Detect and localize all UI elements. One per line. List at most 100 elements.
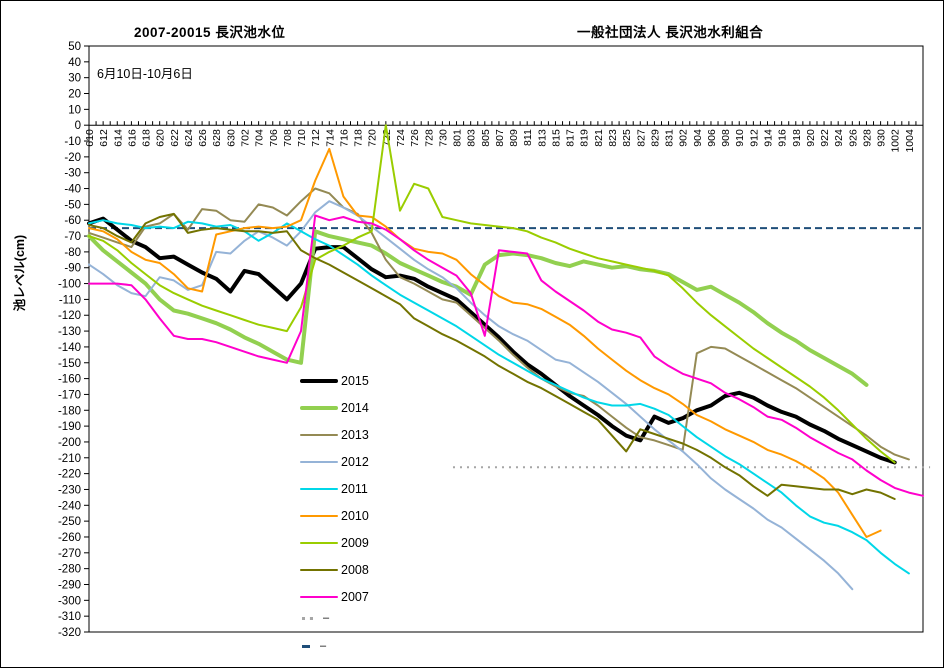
y-tick-label: -40 — [64, 184, 81, 196]
legend-label-2010: 2010 — [341, 508, 369, 523]
legend-swatch-2010 — [300, 514, 338, 517]
x-tick-label: 811 — [522, 129, 534, 146]
legend-item-2012: 2012 — [300, 448, 369, 475]
legend-label-2009: 2009 — [341, 535, 369, 550]
x-tick-label: 624 — [183, 129, 195, 147]
y-tick-label: 40 — [68, 57, 81, 69]
x-tick-label: 803 — [466, 129, 478, 147]
series-2013-line — [88, 187, 910, 461]
date-range-annotation: 6月10日-10月6日 — [97, 67, 193, 81]
y-tick-label: -190 — [58, 421, 81, 433]
x-tick-label: 930 — [876, 129, 888, 147]
legend-label-2008: 2008 — [341, 562, 369, 577]
x-tick-label: 920 — [805, 129, 817, 147]
x-tick-label: 902 — [678, 129, 690, 147]
y-tick-label: 0 — [75, 120, 81, 132]
series-2015-line — [87, 216, 897, 465]
y-tick-label: -310 — [58, 611, 81, 623]
legend-swatch-2011 — [300, 487, 338, 490]
y-tick-label: -220 — [58, 469, 81, 481]
series-2012-line — [88, 200, 854, 591]
x-tick-label: 610 — [84, 129, 96, 147]
legend-item-2011: 2011 — [300, 475, 369, 502]
legend-item-2013: 2013 — [300, 421, 369, 448]
series-2008-line — [88, 212, 896, 500]
legend: 2015 2014 2013 2012 2011 2010 2009 2008 2007 — [300, 367, 369, 610]
legend-item-2008: 2008 — [300, 556, 369, 583]
organization-title: 一般社団法人 長沢池水利組合 — [577, 25, 764, 40]
y-tick-label: 30 — [68, 73, 81, 85]
legend-swatch-2012 — [300, 460, 338, 463]
x-tick-label: 710 — [296, 129, 308, 147]
legend-label-2007: 2007 — [341, 589, 369, 604]
x-tick-label: 618 — [141, 129, 153, 147]
legend-swatch-2008 — [300, 568, 338, 571]
legend-item-dashed-line: – — [302, 640, 327, 652]
x-tick-label: 612 — [98, 129, 110, 147]
legend-item-2014: 2014 — [300, 394, 369, 421]
dashed-line-label: – — [320, 640, 327, 652]
y-tick-label: -180 — [58, 405, 81, 417]
dotted-line-label: – — [323, 612, 330, 624]
x-tick-label: 730 — [437, 129, 449, 147]
y-tick-label: -130 — [58, 326, 81, 338]
y-tick-label: -280 — [58, 564, 81, 576]
x-tick-label: 924 — [833, 129, 845, 147]
x-tick-label: 622 — [169, 129, 181, 147]
x-tick-label: 904 — [692, 129, 704, 147]
y-tick-label: -230 — [58, 484, 81, 496]
y-tick-label: -80 — [64, 247, 81, 259]
y-tick-label: -10 — [64, 136, 81, 148]
legend-swatch-2007 — [300, 595, 338, 598]
x-tick-label: 630 — [225, 129, 237, 147]
x-tick-label: 821 — [593, 129, 605, 147]
chart-title: 2007-20015 長沢池水位 — [134, 25, 286, 40]
legend-item-2015: 2015 — [300, 367, 369, 394]
plot-border — [88, 45, 924, 633]
y-tick-label: -110 — [59, 294, 81, 306]
x-tick-label: 708 — [282, 129, 294, 147]
x-tick-label: 912 — [748, 129, 760, 147]
x-tick-label: 813 — [536, 129, 548, 147]
x-tick-label: 724 — [395, 129, 407, 147]
x-tick-label: 620 — [155, 129, 167, 147]
x-tick-label: 702 — [239, 129, 251, 147]
x-tick-label: 726 — [409, 129, 421, 147]
x-tick-label: 916 — [777, 129, 789, 147]
legend-item-2010: 2010 — [300, 502, 369, 529]
x-tick-label: 614 — [112, 129, 124, 147]
x-tick-label: 829 — [649, 129, 661, 147]
x-tick-label: 728 — [423, 129, 435, 147]
x-tick-label: 626 — [197, 129, 209, 147]
dotted-line-swatch — [302, 616, 313, 620]
y-tick-label: -60 — [64, 215, 81, 227]
x-tick-label: 906 — [706, 129, 718, 147]
y-tick-label: -20 — [64, 152, 81, 164]
legend-item-2009: 2009 — [300, 529, 369, 556]
series-2007-line — [88, 214, 924, 497]
x-tick-label: 928 — [861, 129, 873, 147]
x-tick-label: 720 — [367, 129, 379, 147]
x-tick-label: 801 — [452, 129, 464, 147]
y-tick-label: -30 — [64, 168, 81, 180]
x-tick-label: 628 — [211, 129, 223, 147]
y-tick-label: -270 — [58, 548, 81, 560]
legend-label-2014: 2014 — [341, 400, 369, 415]
x-tick-label: 1002 — [890, 129, 902, 153]
x-tick-label: 827 — [635, 129, 647, 147]
dashed-line-swatch — [302, 644, 310, 648]
y-tick-label: -90 — [64, 263, 81, 275]
y-tick-label: -140 — [58, 342, 81, 354]
x-tick-label: 825 — [621, 129, 633, 147]
x-tick-label: 714 — [324, 129, 336, 147]
y-tick-label: -320 — [58, 627, 81, 639]
x-tick-label: 616 — [126, 129, 138, 147]
series-2009-line — [88, 124, 896, 464]
x-tick-label: 805 — [480, 129, 492, 147]
y-tick-label: -170 — [58, 389, 81, 401]
x-tick-label: 718 — [353, 129, 365, 147]
x-tick-label: 918 — [791, 129, 803, 147]
series-2010-line — [88, 147, 882, 538]
y-tick-label: -50 — [64, 199, 81, 211]
